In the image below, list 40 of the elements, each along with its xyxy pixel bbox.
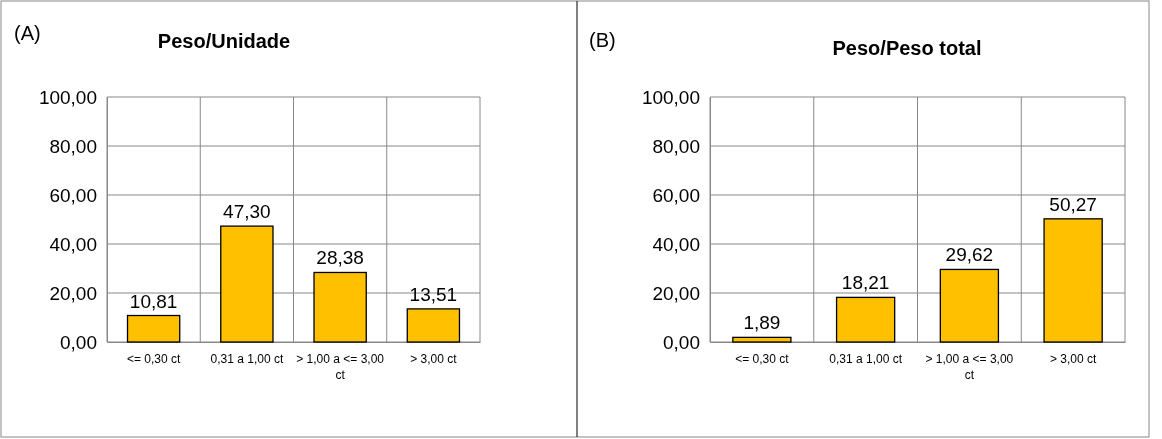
- y-tick-label: 40,00: [652, 233, 700, 255]
- bar: [126, 314, 181, 343]
- data-label: 29,62: [945, 244, 994, 266]
- bar: [406, 308, 461, 343]
- x-tick-label: > 1,00 a <= 3,00 ct: [296, 351, 385, 383]
- y-tick-label: 100,00: [38, 86, 97, 108]
- data-label: 18,21: [841, 272, 890, 294]
- bar: [313, 271, 367, 343]
- y-tick-label: 80,00: [652, 135, 700, 157]
- data-label: 47,30: [223, 201, 271, 223]
- x-tick-label: 0,31 a 1,00 ct: [210, 351, 284, 366]
- x-tick-label: > 3,00 ct: [1049, 351, 1097, 366]
- bar: [835, 296, 896, 343]
- y-tick-label: 60,00: [652, 184, 700, 206]
- y-tick-label: 40,00: [49, 233, 97, 255]
- data-label: 50,27: [1049, 193, 1097, 215]
- text: (B): [589, 29, 616, 51]
- data-label: 28,38: [316, 247, 364, 269]
- y-tick-label: 20,00: [49, 282, 97, 304]
- data-label: 1,89: [743, 312, 781, 334]
- bar: [1043, 218, 1103, 343]
- chart-title: Peso/Unidade: [157, 30, 291, 52]
- y-tick-label: 60,00: [49, 184, 97, 206]
- y-tick-label: 0,00: [60, 331, 97, 353]
- y-tick-label: 0,00: [663, 331, 700, 353]
- x-tick-label: > 3,00 ct: [410, 351, 458, 366]
- y-tick-label: 100,00: [641, 86, 700, 108]
- data-label: 10,81: [129, 290, 178, 312]
- text: (A): [14, 22, 41, 44]
- bar: [732, 336, 792, 343]
- y-tick-label: 80,00: [49, 135, 97, 157]
- x-tick-label: > 1,00 a <= 3,00 ct: [925, 351, 1014, 383]
- x-tick-label: <= 0,30 ct: [735, 351, 790, 366]
- x-tick-label: <= 0,30 ct: [126, 351, 181, 366]
- bar: [939, 268, 1000, 343]
- y-tick-label: 20,00: [652, 282, 700, 304]
- chart-title: Peso/Peso total: [832, 37, 982, 59]
- bar: [220, 225, 274, 343]
- x-tick-label: 0,31 a 1,00 ct: [829, 351, 903, 366]
- data-label: 13,51: [409, 283, 458, 305]
